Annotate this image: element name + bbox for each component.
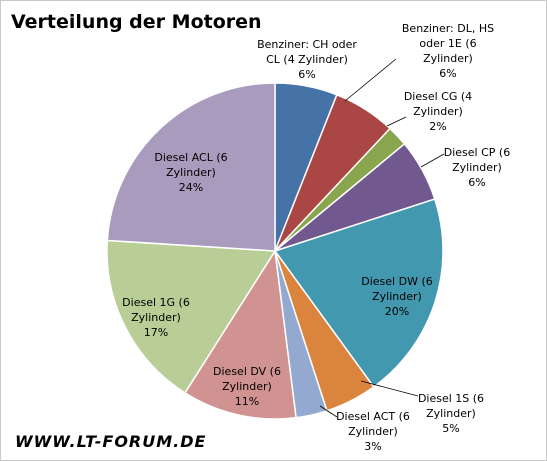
slice-label-line: Benziner: DL, HS	[402, 22, 494, 35]
leader-line	[420, 153, 445, 168]
slice-percent: 6%	[439, 67, 456, 80]
slice-label-line: Diesel DW (6	[361, 275, 432, 288]
slice-label-line: Diesel 1S (6	[418, 392, 484, 405]
pie-slice	[106, 239, 277, 394]
slice-label-line: Zylinder)	[131, 311, 181, 324]
slice-label-line: Diesel CG (4	[404, 90, 472, 103]
slice-label-line: CL (4 Zylinder)	[266, 53, 348, 66]
slice-label: Diesel 1G (6 Zylinder) 17%	[122, 296, 190, 339]
slice-label: Diesel 1S (6 Zylinder) 5%	[418, 392, 484, 435]
slice-percent: 24%	[179, 181, 203, 194]
slice-label-line: Zylinder)	[413, 105, 463, 118]
leader-line	[360, 380, 419, 397]
chart-title: Verteilung der Motoren	[11, 11, 262, 33]
slice-label: Diesel CG (4 Zylinder) 2%	[404, 90, 472, 133]
slice-label-line: Zylinder)	[372, 290, 422, 303]
slice-percent: 20%	[385, 305, 409, 318]
slice-percent: 6%	[298, 68, 315, 81]
slice-percent: 3%	[364, 440, 381, 453]
slice-label-line: Diesel DV (6	[213, 365, 281, 378]
slice-label-line: Zylinder)	[222, 380, 272, 393]
slice-label-line: Diesel ACT (6	[336, 410, 410, 423]
slice-label-line: Diesel CP (6	[444, 146, 510, 159]
slice-label-line: Zylinder)	[348, 425, 398, 438]
pie-slice	[273, 198, 444, 388]
slice-label: Diesel DW (6 Zylinder) 20%	[361, 275, 432, 318]
data-labels: Benziner: CH oder CL (4 Zylinder) 6%Benzin…	[122, 22, 510, 453]
slice-label: Diesel CP (6 Zylinder) 6%	[444, 146, 510, 189]
pie-slice	[106, 82, 276, 252]
slice-label: Diesel ACT (6 Zylinder) 3%	[336, 410, 410, 453]
slice-percent: 6%	[468, 176, 485, 189]
leader-line	[344, 58, 397, 102]
leader-line	[319, 405, 338, 418]
leader-lines	[319, 58, 445, 418]
slice-label: Diesel DV (6 Zylinder) 11%	[213, 365, 281, 408]
slice-label: Benziner: DL, HS oder 1E (6 Zylinder) 6%	[402, 22, 494, 80]
slice-percent: 2%	[429, 120, 446, 133]
slice-label-line: Diesel ACL (6	[154, 151, 227, 164]
slice-label-line: Zylinder)	[452, 161, 502, 174]
slice-label-line: Zylinder)	[423, 52, 473, 65]
slice-label: Benziner: CH oder CL (4 Zylinder) 6%	[257, 38, 357, 81]
footer-watermark: WWW.LT-FORUM.DE	[15, 432, 206, 451]
slice-label-line: Zylinder)	[166, 166, 216, 179]
slice-label-line: oder 1E (6	[419, 37, 476, 50]
slice-label-line: Zylinder)	[426, 407, 476, 420]
slice-label-line: Diesel 1G (6	[122, 296, 190, 309]
pie-slice	[183, 248, 297, 420]
slice-label: Diesel ACL (6 Zylinder) 24%	[154, 151, 227, 194]
slice-percent: 5%	[442, 422, 459, 435]
leader-line	[386, 116, 407, 127]
slice-label-line: Benziner: CH oder	[257, 38, 357, 51]
slice-percent: 17%	[144, 326, 168, 339]
slice-percent: 11%	[235, 395, 259, 408]
